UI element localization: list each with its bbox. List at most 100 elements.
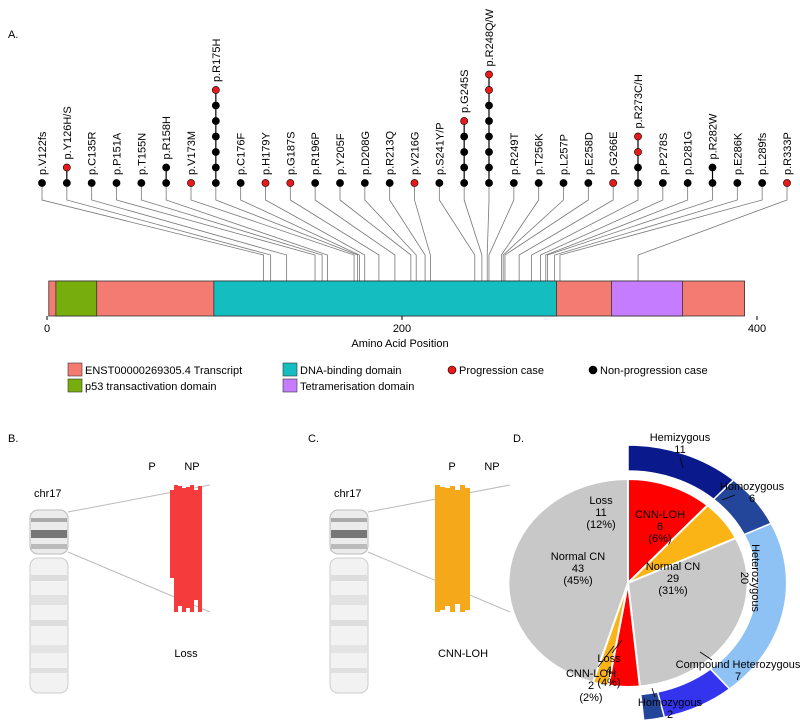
mutation-dot — [509, 179, 518, 187]
mutation-dot — [211, 86, 220, 94]
chromosome-band — [331, 575, 367, 581]
mutation-dot — [261, 179, 270, 187]
legend-label: p53 transactivation domain — [85, 381, 216, 393]
connector — [41, 183, 264, 281]
pie-slice — [508, 479, 628, 682]
ring-value: 7 — [735, 671, 741, 683]
mutation-label: p.E258D — [583, 132, 595, 175]
legend-label: Tetramerisation domain — [300, 381, 414, 393]
x-tick-label: 0 — [44, 323, 50, 335]
panel-caption: Loss — [174, 648, 198, 660]
ring-label: Hemizygous — [650, 432, 711, 444]
connector — [116, 183, 316, 281]
mutation-label: p.E286K — [732, 132, 744, 175]
x-axis-label: Amino Acid Position — [351, 338, 448, 350]
connector — [518, 183, 614, 281]
pie-label: (31%) — [658, 585, 687, 597]
connector — [637, 183, 788, 281]
ring-value: 6 — [749, 493, 755, 505]
leader-line — [651, 687, 656, 698]
mutation-dot — [658, 179, 667, 187]
panel-caption: CNN-LOH — [438, 648, 488, 660]
column-label: NP — [184, 461, 199, 473]
connector — [140, 183, 323, 281]
legend-swatch — [67, 378, 83, 393]
pie-label: Normal CN — [551, 551, 605, 563]
mutation-label: p.V216G — [410, 132, 422, 175]
pie-label: 43 — [572, 563, 584, 575]
pie-label: 11 — [595, 507, 606, 519]
panel-label: A. — [8, 29, 18, 41]
connector — [364, 183, 417, 281]
segment-bar — [194, 490, 198, 600]
leader-line — [721, 494, 736, 501]
legend-swatch — [282, 378, 298, 393]
connector — [500, 183, 540, 281]
mutation-dot — [485, 132, 493, 141]
chromosome-band — [31, 620, 67, 626]
connector — [240, 183, 360, 281]
pie-label: 2 — [588, 680, 594, 692]
pie-label: Loss — [597, 653, 621, 665]
mutation-dot — [758, 179, 767, 187]
legend-dot — [588, 365, 598, 375]
segment-bar — [186, 487, 190, 608]
mutation-dot — [460, 132, 469, 141]
mutation-dot — [162, 179, 171, 187]
mutation-dot — [236, 179, 245, 187]
mutation-dot — [211, 179, 220, 187]
chromosome-band — [31, 544, 67, 549]
mutation-dot — [211, 132, 220, 141]
domain — [55, 280, 98, 317]
mutation-dot — [460, 179, 469, 187]
mutation-label: p.R248Q/W — [484, 8, 496, 66]
mutation-label: p.V122fs — [37, 131, 49, 175]
pie-label: (45%) — [563, 575, 592, 587]
mutation-label: p.G187S — [285, 132, 297, 175]
chromosome-band — [331, 645, 367, 653]
mutation-dot — [62, 179, 71, 187]
mutation-dot — [360, 179, 369, 187]
mutation-label: p.R273C/H — [633, 74, 645, 128]
pie-label: CNN-LOH — [566, 668, 616, 680]
mutation-dot — [87, 179, 96, 187]
chromosome-band — [331, 668, 367, 673]
pie-label: (6%) — [648, 533, 671, 545]
mutation-dot — [435, 179, 444, 187]
leader-line — [611, 639, 623, 654]
mutation-dot — [485, 148, 493, 156]
chromosome-label: chr17 — [34, 488, 62, 500]
mutation-label: p.D281G — [683, 131, 695, 175]
mutation-label: p.R213Q — [385, 131, 397, 175]
segment-bar — [174, 485, 178, 612]
legend-label: ENST00000269305.4 Transcript — [85, 365, 242, 377]
ring-value: 20 — [738, 572, 750, 584]
mutation-dot — [733, 179, 742, 187]
chromosome-band — [31, 530, 67, 538]
legend-swatch — [282, 362, 298, 377]
connector — [547, 183, 713, 281]
mutation-label: p.R249T — [509, 133, 521, 175]
mutation-dot — [460, 148, 469, 156]
segment-bar — [465, 488, 470, 610]
pie-label: Loss — [589, 495, 613, 507]
mutation-dot — [211, 101, 220, 110]
donut — [508, 445, 786, 720]
mutation-label: p.Y205F — [335, 133, 347, 175]
connector — [91, 183, 288, 281]
chromosome-band — [31, 668, 67, 673]
mutation-dot — [311, 179, 320, 187]
domain — [611, 280, 683, 317]
mutation-dot — [485, 70, 493, 79]
chromosome-band — [331, 595, 367, 605]
pie-label: Normal CN — [646, 561, 700, 573]
ring-label: Homozygous — [638, 697, 703, 709]
chromosome-band — [331, 530, 367, 538]
segment-bar — [190, 485, 194, 612]
chromosome-band — [331, 544, 367, 549]
mutation-dot — [336, 179, 344, 187]
mutation-dot — [609, 179, 618, 187]
chromosome-band — [331, 518, 367, 522]
mutation-dot — [211, 148, 220, 156]
pie-slice — [628, 479, 708, 583]
